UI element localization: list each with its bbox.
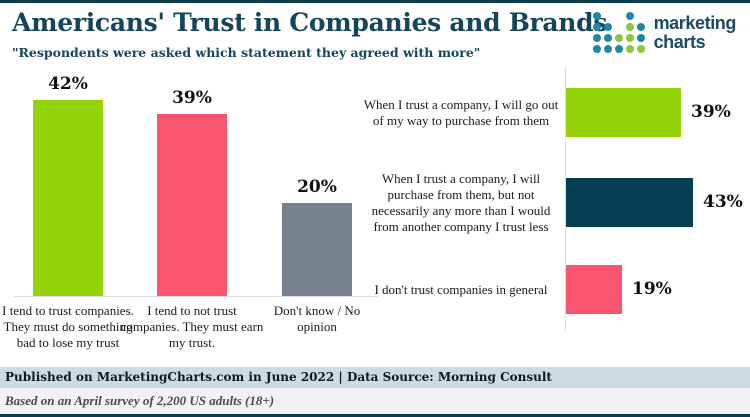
horizontal-bar-1 bbox=[566, 178, 693, 227]
horizontal-bar-2 bbox=[566, 265, 622, 314]
page-subtitle: "Respondents were asked which statement … bbox=[12, 45, 481, 60]
bar-category-label-0: I tend to trust companies. They must do … bbox=[2, 303, 134, 350]
bar-value-label-2: 20% bbox=[297, 177, 337, 197]
vertical-bar-2 bbox=[282, 203, 352, 296]
logo-dot bbox=[592, 45, 601, 53]
logo-dot bbox=[625, 12, 634, 20]
left-chart-baseline bbox=[14, 296, 378, 297]
logo-dot bbox=[625, 23, 634, 31]
bar-value-label-0: 39% bbox=[691, 102, 731, 122]
bar-category-label-0: When I trust a company, I will go out of… bbox=[363, 96, 559, 128]
logo-dot bbox=[603, 45, 612, 53]
bar-value-label-0: 42% bbox=[48, 74, 88, 94]
logo-dot bbox=[603, 23, 612, 31]
vertical-bar-0 bbox=[33, 100, 103, 296]
vertical-bar-1 bbox=[157, 114, 227, 296]
logo-dot bbox=[625, 45, 634, 53]
bar-value-label-2: 19% bbox=[632, 279, 672, 299]
bar-value-label-1: 43% bbox=[703, 192, 743, 212]
logo-dots-icon bbox=[592, 12, 645, 53]
bar-category-label-2: Don't know / No opinion bbox=[273, 303, 361, 334]
marketingcharts-logo: marketing charts bbox=[592, 12, 737, 53]
charts-area: 42% I tend to trust companies. They must … bbox=[0, 65, 750, 367]
publication-source-line: Published on MarketingCharts.com in June… bbox=[0, 367, 750, 388]
logo-word-marketing: marketing bbox=[653, 12, 737, 33]
logo-dot bbox=[603, 34, 612, 42]
bar-category-label-1: I tend to not trust companies. They must… bbox=[120, 303, 264, 350]
horizontal-bar-0 bbox=[566, 88, 681, 137]
logo-dot bbox=[592, 34, 601, 42]
logo-dot bbox=[614, 34, 623, 42]
logo-dot bbox=[636, 45, 645, 53]
page-title: Americans' Trust in Companies and Brands bbox=[12, 8, 608, 37]
logo-dot bbox=[592, 23, 601, 31]
logo-dot bbox=[636, 34, 645, 42]
logo-dot bbox=[592, 12, 601, 20]
bar-value-label-1: 39% bbox=[172, 88, 212, 108]
logo-dot bbox=[614, 45, 623, 53]
logo-dot bbox=[625, 34, 634, 42]
logo-wordmark: marketing charts bbox=[653, 12, 737, 52]
right-chart-axis bbox=[565, 67, 566, 331]
bar-category-label-1: When I trust a company, I will purchase … bbox=[371, 170, 551, 234]
bottom-border bbox=[0, 414, 750, 417]
logo-word-charts: charts bbox=[653, 31, 706, 52]
bar-category-label-2: I don't trust companies in general bbox=[374, 281, 548, 297]
logo-dot bbox=[636, 23, 645, 31]
survey-note: Based on an April survey of 2,200 US adu… bbox=[0, 388, 750, 414]
